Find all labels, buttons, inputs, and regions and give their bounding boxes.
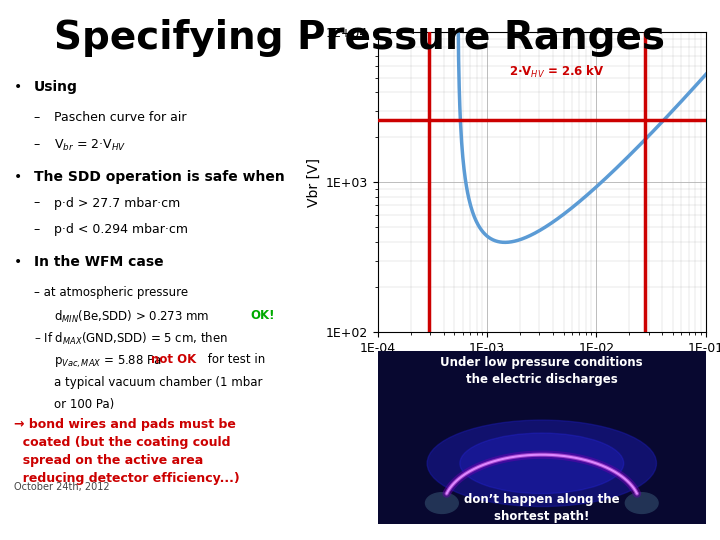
- Text: –: –: [34, 224, 40, 237]
- Text: Under low pressure conditions
the electric discharges: Under low pressure conditions the electr…: [441, 356, 643, 386]
- Text: not OK: not OK: [151, 353, 197, 366]
- Ellipse shape: [426, 492, 458, 514]
- Text: → bond wires and pads must be
  coated (but the coating could
  spread on the ac: → bond wires and pads must be coated (bu…: [14, 418, 240, 485]
- Text: for test in: for test in: [204, 353, 266, 366]
- Text: The SDD operation is safe when: The SDD operation is safe when: [34, 170, 284, 184]
- Ellipse shape: [460, 433, 624, 494]
- Text: •: •: [14, 170, 22, 184]
- Text: October 24th, 2012: October 24th, 2012: [14, 482, 109, 492]
- Text: p·d > 27.7 mbar·cm: p·d > 27.7 mbar·cm: [53, 197, 180, 210]
- Text: p$_{Vac,MAX}$ = 5.88 Pa: p$_{Vac,MAX}$ = 5.88 Pa: [53, 353, 163, 369]
- Ellipse shape: [427, 420, 657, 507]
- Text: –: –: [34, 111, 40, 124]
- Text: a typical vacuum chamber (1 mbar: a typical vacuum chamber (1 mbar: [53, 376, 262, 389]
- Text: – at atmospheric pressure: – at atmospheric pressure: [34, 286, 188, 299]
- X-axis label: p·d [bar·cm]: p·d [bar·cm]: [493, 360, 590, 374]
- Text: OK!: OK!: [251, 308, 275, 321]
- Text: Paschen curve for air: Paschen curve for air: [53, 111, 186, 124]
- Y-axis label: Vbr [V]: Vbr [V]: [307, 158, 320, 207]
- Text: •: •: [14, 80, 22, 94]
- Text: d$_{MIN}$(Be,SDD) > 0.273 mm: d$_{MIN}$(Be,SDD) > 0.273 mm: [53, 308, 214, 325]
- Text: Specifying Pressure Ranges: Specifying Pressure Ranges: [55, 19, 665, 57]
- Text: p·d < 0.294 mbar·cm: p·d < 0.294 mbar·cm: [53, 224, 188, 237]
- Text: In the WFM case: In the WFM case: [34, 255, 163, 269]
- Text: 2·V$_{HV}$ = 2.6 kV: 2·V$_{HV}$ = 2.6 kV: [509, 64, 605, 80]
- Text: – If d$_{MAX}$(GND,SDD) = 5 cm, then: – If d$_{MAX}$(GND,SDD) = 5 cm, then: [34, 331, 228, 347]
- Ellipse shape: [626, 492, 658, 514]
- Text: V$_{br}$ = 2·V$_{HV}$: V$_{br}$ = 2·V$_{HV}$: [53, 138, 126, 153]
- Text: –: –: [34, 138, 40, 151]
- Text: –: –: [34, 197, 40, 210]
- Text: or 100 Pa): or 100 Pa): [53, 398, 114, 411]
- Text: Using: Using: [34, 80, 78, 94]
- Text: don’t happen along the
shortest path!: don’t happen along the shortest path!: [464, 492, 620, 523]
- Text: •: •: [14, 255, 22, 269]
